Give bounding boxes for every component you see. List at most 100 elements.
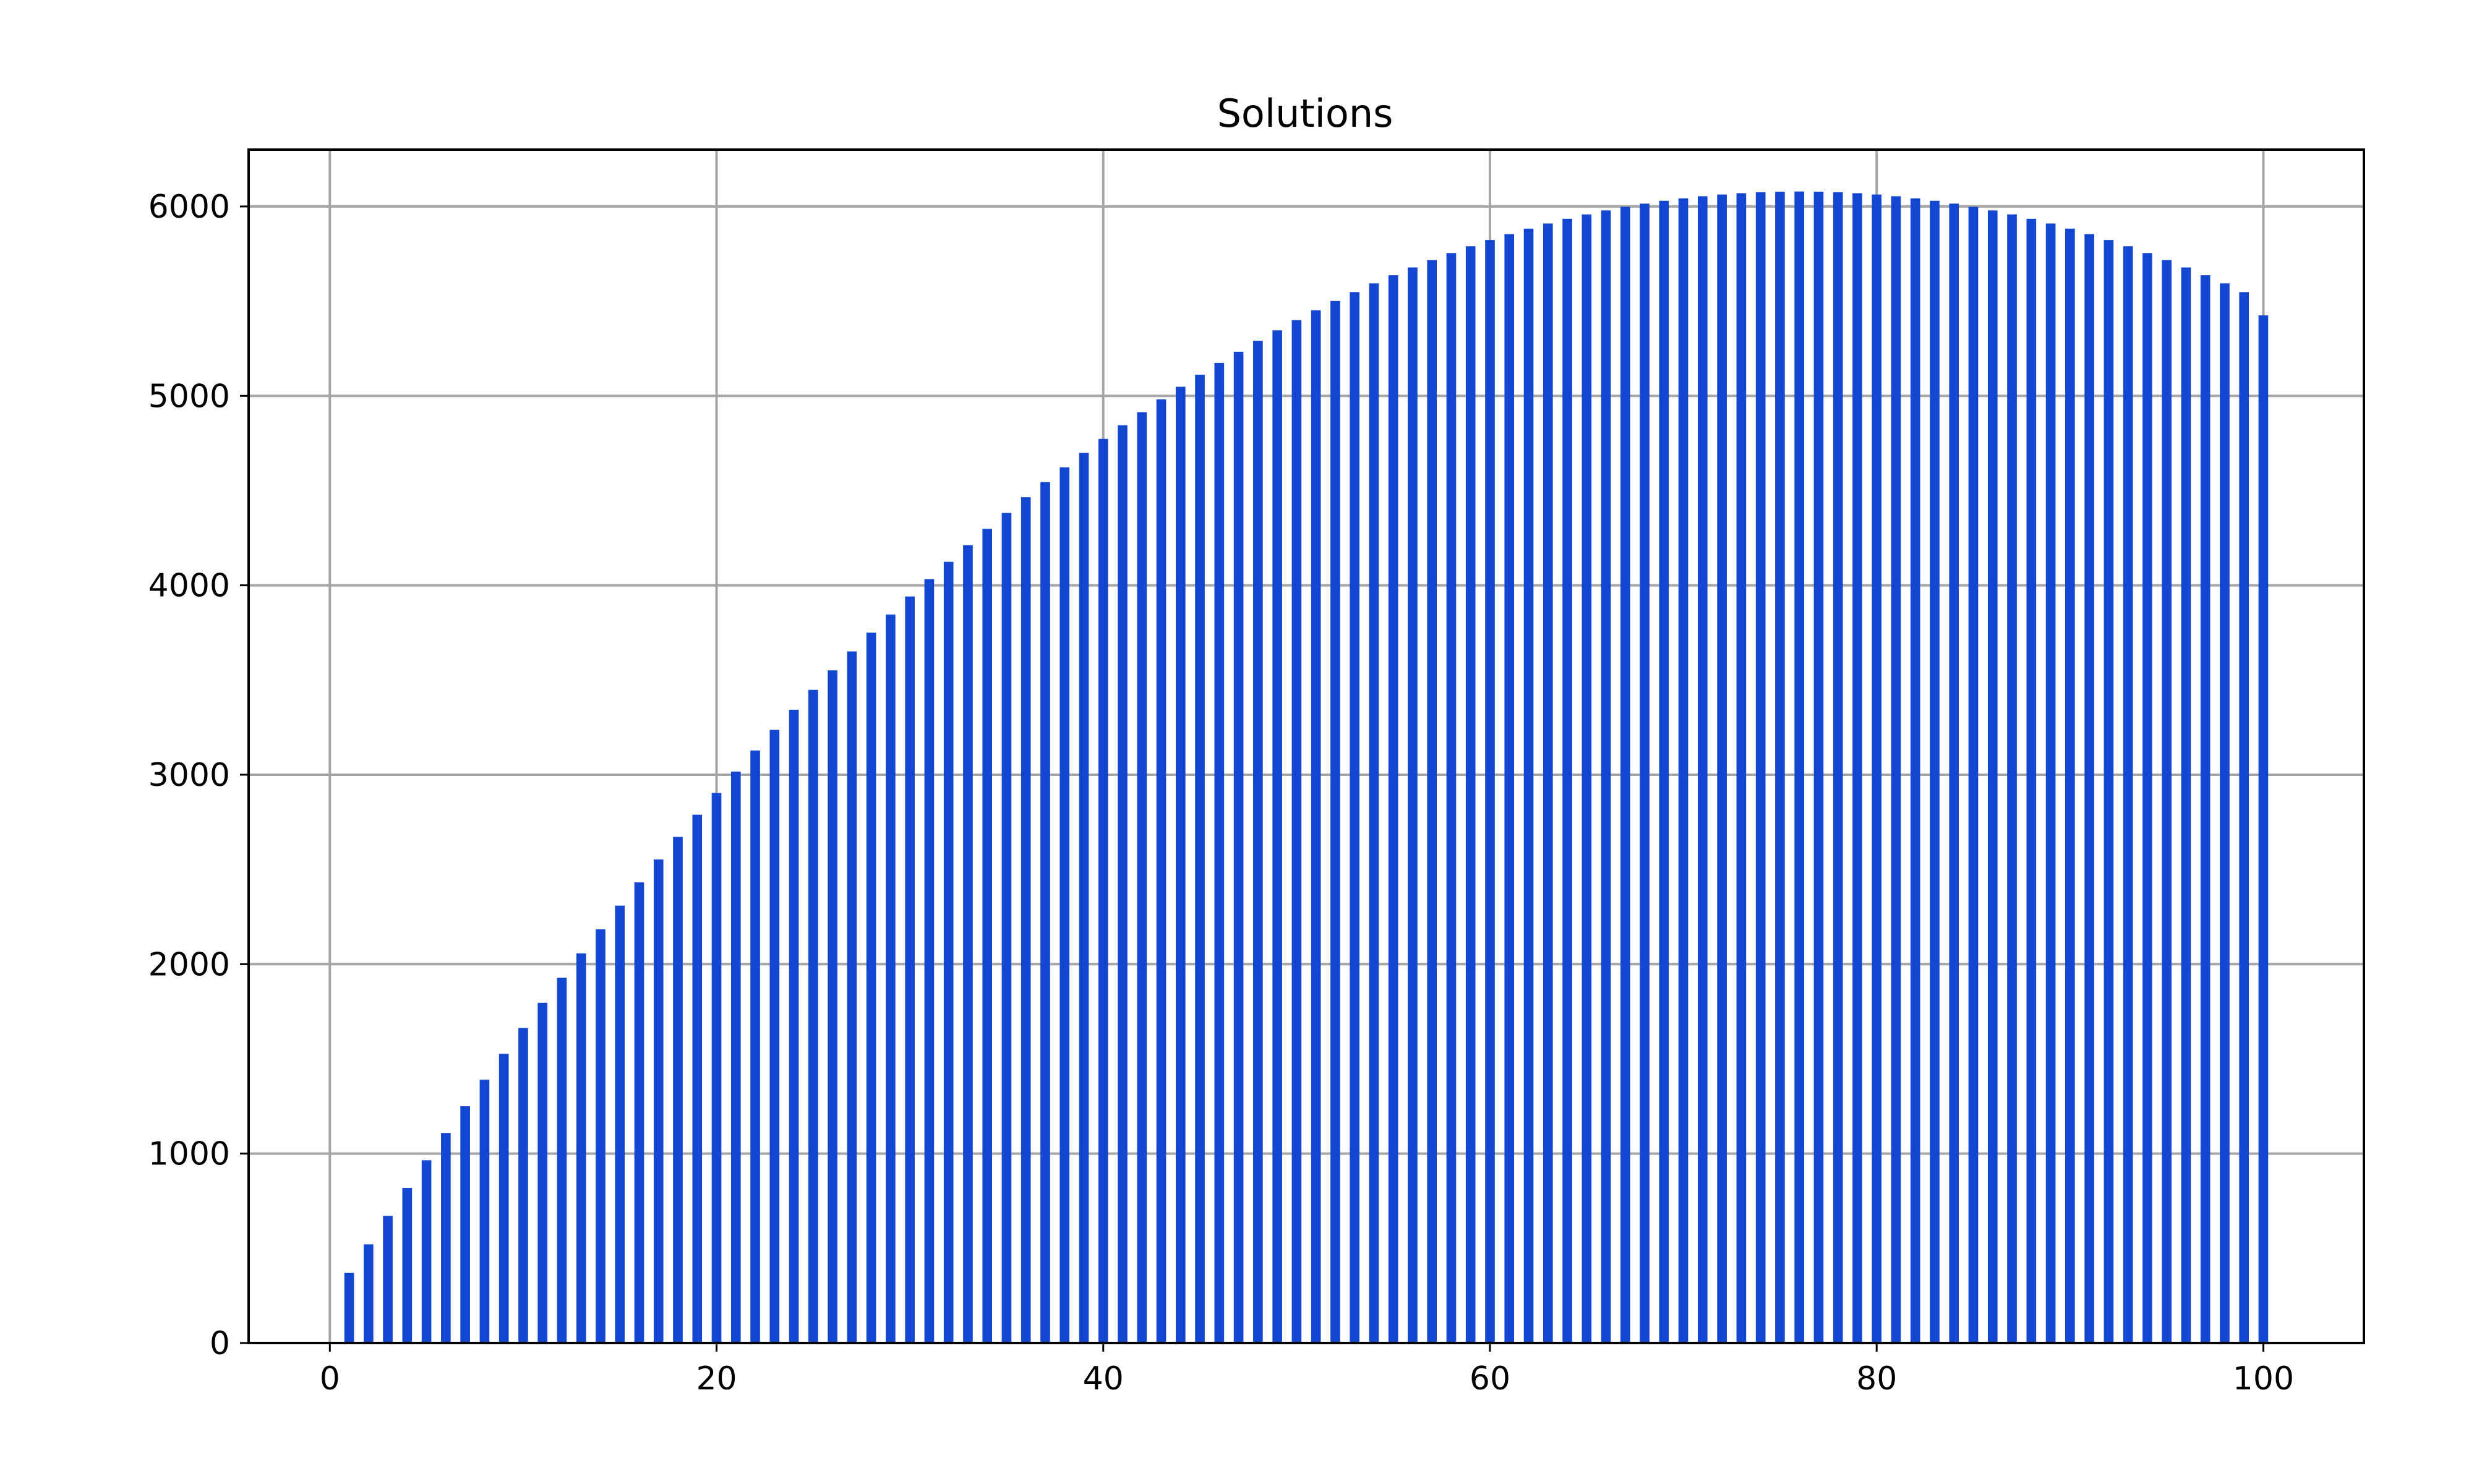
bar <box>1891 196 1901 1343</box>
bar <box>789 709 799 1343</box>
bar <box>963 545 973 1343</box>
bar <box>1156 399 1166 1343</box>
bar <box>924 579 935 1343</box>
bar <box>537 1002 547 1343</box>
plot-frame <box>247 148 2365 1344</box>
bar <box>1678 198 1689 1344</box>
bar <box>1698 196 1708 1343</box>
bar <box>1755 192 1766 1343</box>
y-tick-label: 3000 <box>148 757 230 794</box>
bar <box>1910 198 1920 1344</box>
bar <box>1350 292 1359 1343</box>
bar <box>1369 283 1379 1344</box>
bar <box>2065 228 2075 1344</box>
y-tick-label: 5000 <box>148 378 230 415</box>
bar <box>1987 210 1998 1343</box>
chart-title: Solutions <box>1217 91 1393 136</box>
x-tick-label: 100 <box>2233 1360 2294 1397</box>
bar <box>2084 234 2094 1344</box>
bar <box>1659 200 1669 1343</box>
bar <box>1079 453 1089 1343</box>
y-tick-label: 1000 <box>148 1136 230 1173</box>
bar <box>2181 267 2191 1343</box>
bar <box>1968 207 1979 1343</box>
bar <box>1485 240 1495 1344</box>
bar <box>2123 246 2133 1344</box>
bar <box>1330 301 1340 1344</box>
bar <box>866 633 876 1344</box>
bar <box>2104 240 2114 1344</box>
axes <box>240 148 2365 1352</box>
bar <box>2220 283 2230 1344</box>
bar <box>499 1054 509 1343</box>
bar <box>344 1273 354 1343</box>
bar <box>1195 374 1205 1343</box>
bar <box>1852 193 1862 1343</box>
bar <box>2258 315 2269 1343</box>
bar <box>1175 386 1186 1343</box>
bar <box>1059 467 1070 1344</box>
bar <box>1233 351 1244 1344</box>
bar <box>1427 260 1437 1344</box>
x-tick-label: 80 <box>1856 1360 1897 1397</box>
bar <box>615 905 625 1343</box>
bar <box>2142 253 2152 1344</box>
y-tick-label: 2000 <box>148 946 230 983</box>
bar <box>1562 218 1572 1343</box>
bar <box>557 978 567 1343</box>
bar <box>1523 228 1534 1344</box>
bar <box>421 1160 432 1343</box>
bar <box>1465 246 1476 1344</box>
bar <box>730 771 741 1343</box>
bar <box>1872 194 1882 1344</box>
bar <box>1813 192 1824 1343</box>
bar <box>711 793 722 1343</box>
bar <box>1930 200 1940 1343</box>
bar <box>383 1216 393 1343</box>
bar <box>441 1133 451 1343</box>
bar <box>1736 193 1747 1343</box>
bar <box>847 651 857 1343</box>
bar <box>1504 234 1515 1344</box>
bar <box>1601 210 1611 1343</box>
bar <box>1021 497 1031 1343</box>
y-tick-label: 0 <box>210 1325 230 1362</box>
bar <box>1253 341 1263 1343</box>
bar <box>2239 292 2249 1343</box>
bar <box>1040 482 1050 1344</box>
bar <box>750 750 760 1343</box>
bar <box>943 561 954 1343</box>
bar <box>518 1028 528 1343</box>
bar <box>460 1106 470 1343</box>
x-tick-label: 0 <box>320 1360 340 1397</box>
bar <box>673 837 683 1343</box>
bar <box>596 929 606 1343</box>
bar <box>2045 223 2056 1343</box>
bar <box>1833 192 1843 1343</box>
bar <box>886 614 896 1343</box>
bar <box>1388 275 1398 1344</box>
bar <box>576 953 586 1343</box>
bar <box>1543 223 1553 1343</box>
bar <box>1001 513 1012 1343</box>
bar <box>1311 310 1321 1343</box>
bar <box>2026 218 2037 1343</box>
bar <box>479 1080 490 1343</box>
bar <box>1291 320 1302 1343</box>
bar <box>1446 253 1457 1344</box>
bar <box>1214 362 1225 1343</box>
bar <box>1098 438 1108 1344</box>
bar <box>1640 203 1650 1343</box>
bar <box>692 814 703 1343</box>
bar <box>1137 412 1147 1343</box>
bar <box>1775 192 1785 1343</box>
bar <box>769 730 780 1343</box>
x-tick-label: 40 <box>1083 1360 1124 1397</box>
x-tick-label: 20 <box>696 1360 737 1397</box>
bar <box>808 689 818 1343</box>
bar <box>1582 214 1592 1343</box>
y-tick-label: 6000 <box>148 189 230 226</box>
bar <box>1949 203 1959 1343</box>
